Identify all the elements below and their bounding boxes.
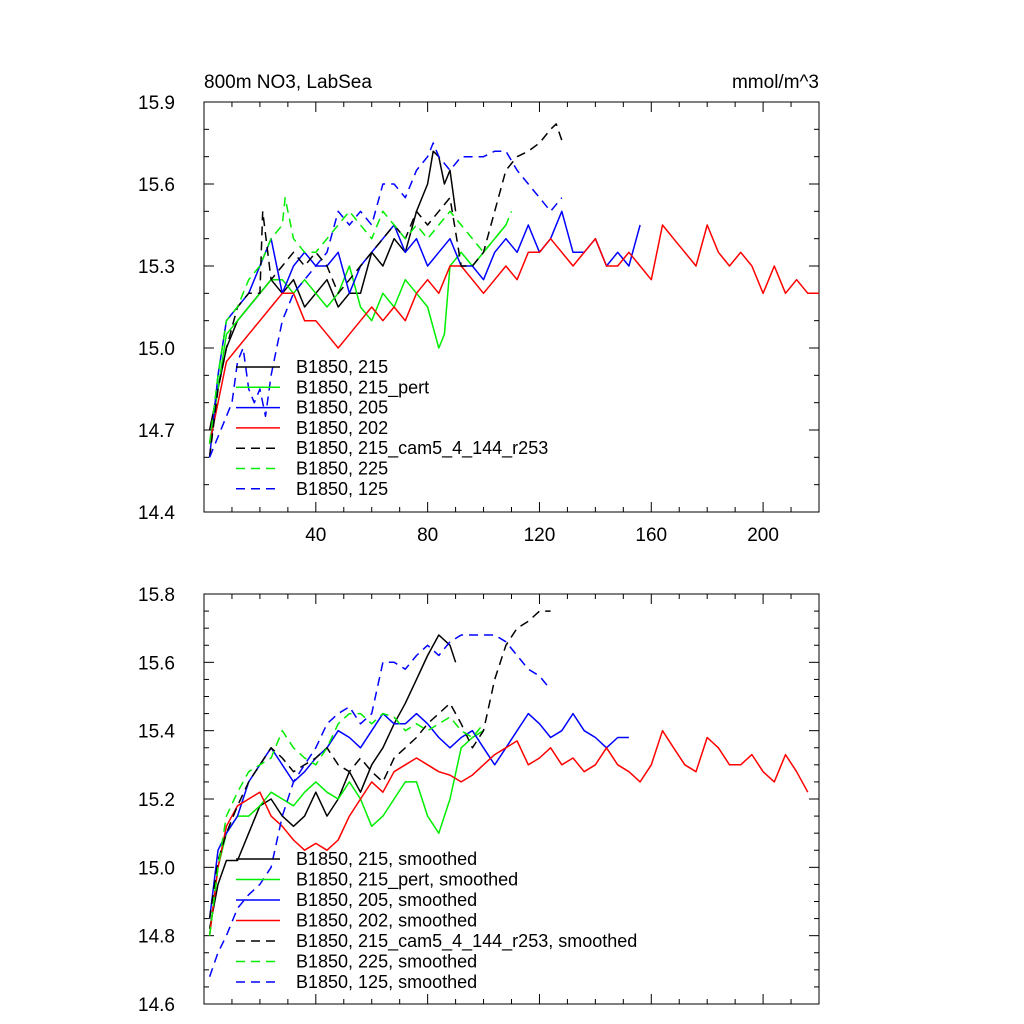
series-group — [208, 610, 809, 977]
series-line-1 — [208, 730, 484, 936]
legend-label: B1850, 225, smoothed — [296, 952, 477, 972]
bottom-panel: 14.6 14.8 15.0 15.2 15.4 15.6 15.8 B1850, 215, … — [138, 585, 820, 1016]
y-tick-label: 15.8 — [138, 585, 175, 606]
y-tick-label: 15.4 — [138, 722, 175, 743]
x-tick-label: 120 — [524, 525, 556, 546]
legend-label: B1850, 215_pert — [296, 377, 429, 398]
y-tick-label: 15.6 — [138, 175, 175, 196]
chart-title: 800m NO3, LabSea — [204, 72, 372, 93]
y-tick-label: 14.7 — [138, 421, 175, 442]
series-line-1 — [208, 224, 507, 444]
legend-label: B1850, 202, smoothed — [296, 911, 477, 931]
y-tick-label: 15.2 — [138, 790, 175, 811]
x-tick-label: 80 — [417, 525, 438, 546]
x-tick-label: 200 — [747, 525, 779, 546]
y-tick-label: 15.6 — [138, 653, 175, 674]
units-label: mmol/m^3 — [732, 72, 819, 93]
y-tick-label: 15.3 — [138, 257, 175, 278]
legend-label: B1850, 215, smoothed — [296, 849, 477, 869]
series-line-5 — [208, 196, 513, 444]
legend-label: B1850, 205, smoothed — [296, 890, 477, 910]
legend-label: B1850, 215_pert, smoothed — [296, 870, 518, 891]
series-line-0 — [208, 634, 457, 929]
series-line-3 — [208, 729, 809, 936]
y-tick-label: 15.9 — [138, 93, 175, 114]
series-line-6 — [208, 634, 552, 977]
y-tick-label: 14.8 — [138, 927, 175, 948]
legend-label: B1850, 225 — [296, 459, 388, 479]
series-line-4 — [208, 123, 563, 458]
legend-label: B1850, 202 — [296, 418, 388, 438]
y-tick-label: 15.0 — [138, 858, 175, 879]
series-line-5 — [208, 712, 485, 936]
legend-label: B1850, 125, smoothed — [296, 972, 477, 992]
legend-label: B1850, 215_cam5_4_144_r253, smoothed — [296, 931, 637, 952]
y-tick-label: 14.4 — [138, 503, 175, 524]
series-line-2 — [208, 210, 641, 458]
series-line-3 — [208, 224, 819, 444]
y-tick-label: 14.6 — [138, 995, 175, 1016]
legend-label: B1850, 205 — [296, 398, 388, 418]
legend-label: B1850, 215_cam5_4_144_r253 — [296, 438, 548, 459]
series-group — [208, 123, 819, 458]
x-tick-label: 40 — [305, 525, 326, 546]
y-tick-label: 15.0 — [138, 339, 175, 360]
legend-label: B1850, 125 — [296, 479, 388, 499]
series-line-2 — [208, 712, 629, 919]
legend-label: B1850, 215 — [296, 357, 388, 377]
x-tick-label: 160 — [635, 525, 667, 546]
series-line-6 — [208, 142, 563, 458]
top-panel: 800m NO3, LabSea mmol/m^3 40 80 120 160 200 14.… — [138, 72, 820, 546]
series-line-4 — [208, 610, 551, 919]
